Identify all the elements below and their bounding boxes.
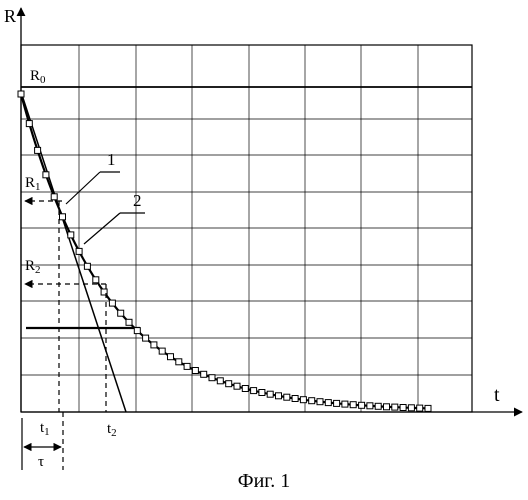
curve-marker xyxy=(317,399,323,405)
r2-label: R2 xyxy=(25,258,41,276)
curve-marker xyxy=(217,378,223,384)
curve-marker xyxy=(93,277,99,283)
curve-marker xyxy=(43,172,49,178)
curve-marker xyxy=(84,263,90,269)
curve-marker xyxy=(76,248,82,254)
curve-marker xyxy=(367,403,373,409)
curve-marker xyxy=(168,354,174,360)
tau-label: τ xyxy=(38,454,44,470)
curve-marker xyxy=(408,405,414,411)
curve-marker xyxy=(300,397,306,403)
curve-marker xyxy=(126,319,132,325)
curve-marker xyxy=(242,386,248,392)
curve-marker xyxy=(325,400,331,406)
curve-marker xyxy=(60,214,66,220)
curve-marker xyxy=(18,91,24,97)
curve-marker xyxy=(134,328,140,334)
curve-marker xyxy=(184,363,190,369)
curve-marker xyxy=(400,405,406,411)
curve-marker xyxy=(334,400,340,406)
curve-marker xyxy=(226,381,232,387)
curve-marker xyxy=(284,394,290,400)
curve-marker xyxy=(143,335,149,341)
t2-label: t2 xyxy=(107,421,117,439)
curve-marker xyxy=(26,121,32,127)
curve-marker xyxy=(259,390,265,396)
curve-marker xyxy=(292,396,298,402)
curve-marker xyxy=(392,404,398,410)
curve-marker xyxy=(209,375,215,381)
curve-marker xyxy=(192,368,198,374)
curve-marker xyxy=(417,405,423,411)
figure-caption: Фиг. 1 xyxy=(0,470,528,493)
label-1: 1 xyxy=(107,150,116,169)
curve-marker xyxy=(276,393,282,399)
curve-markers xyxy=(18,91,431,411)
curve-marker xyxy=(375,403,381,409)
curve-marker xyxy=(159,348,165,354)
tangent-line xyxy=(21,92,126,412)
decay-diagram: R t R0 R1 R2 1 2 t1 t2 τ xyxy=(0,0,528,470)
curve-marker xyxy=(309,398,315,404)
curve-marker xyxy=(342,401,348,407)
r1-label: R1 xyxy=(25,175,41,193)
plot-frame xyxy=(21,45,472,412)
curve-marker xyxy=(201,371,207,377)
curve-marker xyxy=(51,194,57,200)
leader-line-1 xyxy=(66,172,100,204)
label-2: 2 xyxy=(133,191,142,210)
curve-marker xyxy=(151,342,157,348)
curve-marker xyxy=(176,359,182,365)
curve-marker xyxy=(425,405,431,411)
curve-marker xyxy=(359,402,365,408)
curve-marker xyxy=(267,391,273,397)
curve-marker xyxy=(350,402,356,408)
curve-marker xyxy=(35,147,41,153)
curve-marker xyxy=(251,388,257,394)
curve-marker xyxy=(109,300,115,306)
r0-label: R0 xyxy=(30,68,46,86)
curve-marker xyxy=(118,310,124,316)
curve-marker xyxy=(68,232,74,238)
grid-lines xyxy=(21,45,472,412)
t1-label: t1 xyxy=(40,420,50,438)
leader-line-2 xyxy=(84,213,120,244)
x-axis-label: t xyxy=(494,384,500,406)
curve-marker xyxy=(234,383,240,389)
y-axis-label: R xyxy=(4,6,16,26)
curve-marker xyxy=(384,404,390,410)
